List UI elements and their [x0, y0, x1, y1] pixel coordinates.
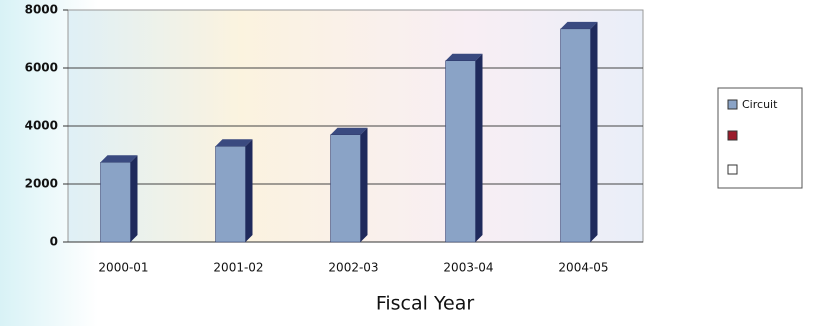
- bar-side: [245, 139, 253, 242]
- x-tick-label: 2001-02: [213, 261, 263, 275]
- bar: [445, 60, 476, 243]
- bar: [215, 146, 246, 243]
- bar-side: [590, 21, 598, 242]
- legend-label: Circuit: [742, 98, 778, 111]
- x-tick-label: 2000-01: [98, 261, 148, 275]
- x-axis-title: Fiscal Year: [376, 293, 475, 315]
- bar-top: [215, 139, 253, 147]
- legend-swatch: [727, 99, 738, 110]
- bar-top: [560, 21, 598, 29]
- x-tick-label: 2003-04: [443, 261, 493, 275]
- y-tick-label: 4000: [25, 119, 58, 133]
- x-tick-label: 2002-03: [328, 261, 378, 275]
- bar-top: [445, 53, 483, 61]
- x-tick-label: 2004-05: [558, 261, 608, 275]
- y-tick-label: 6000: [25, 61, 58, 75]
- bar-side: [475, 53, 483, 242]
- bar: [330, 134, 361, 243]
- y-tick-label: 8000: [25, 3, 58, 17]
- bar-top: [330, 127, 368, 135]
- legend: [717, 87, 803, 189]
- bar-side: [130, 155, 138, 242]
- legend-swatch: [727, 130, 738, 141]
- y-tick-label: 2000: [25, 177, 58, 191]
- legend-swatch: [727, 164, 738, 175]
- bar-side: [360, 127, 368, 242]
- bar-top: [100, 155, 138, 163]
- bar: [560, 28, 591, 243]
- y-tick-label: 0: [50, 235, 58, 249]
- bar: [100, 162, 131, 243]
